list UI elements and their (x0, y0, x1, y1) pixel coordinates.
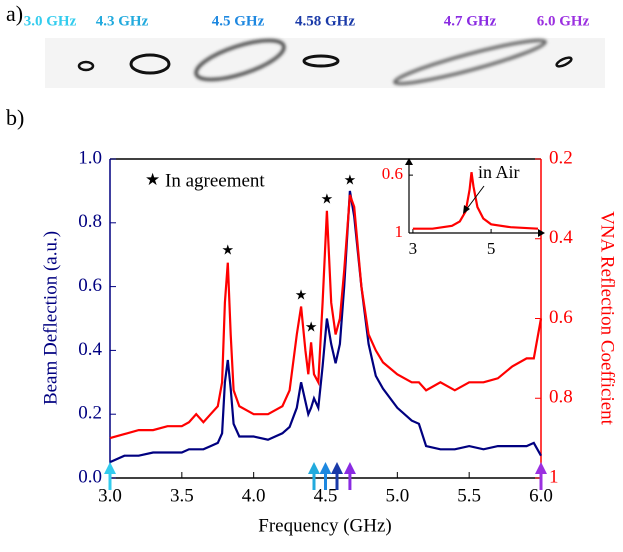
x-tick-label: 4.0 (242, 485, 266, 506)
frequency-label: 4.7 GHz (444, 13, 497, 29)
y2-tick-label: 0.2 (549, 147, 573, 168)
y2-tick-label: 0.8 (549, 387, 573, 408)
x-tick-label: 5.5 (457, 485, 481, 506)
star: ★ (321, 193, 334, 208)
inset-x-tick-label: 3 (409, 239, 418, 258)
x-tick-label: 5.0 (385, 485, 409, 506)
frequency-label: 4.5 GHz (212, 13, 265, 29)
arrow-head (535, 462, 547, 474)
arrow-head (344, 462, 356, 474)
star: ★ (222, 244, 235, 259)
y-tick-label: 0.4 (78, 339, 102, 360)
inset-x-tick-label: 5 (487, 239, 496, 258)
frequency-label: 6.0 GHz (537, 13, 590, 29)
inset-y-tick-label: 1 (395, 222, 404, 241)
y2-tick-label: 0.6 (549, 307, 573, 328)
star: ★ (295, 288, 308, 303)
x-tick-label: 3.5 (170, 485, 194, 506)
frequency-label: 3.0 GHz (24, 13, 77, 29)
image-strip (45, 38, 605, 88)
arrow-head (331, 462, 343, 474)
figure: a) b) Frequency (GHz) Beam Deflection (a… (0, 0, 623, 552)
arrow-head (104, 462, 116, 474)
y-tick-label: 0.0 (78, 466, 102, 487)
frequency-arrow (344, 462, 356, 490)
star: ★ (305, 320, 318, 335)
panel-label: b) (6, 105, 24, 130)
arrow-head (320, 462, 332, 474)
x-axis-label: Frequency (GHz) (258, 515, 391, 536)
star: ★ (344, 174, 357, 189)
y-tick-label: 1.0 (78, 147, 102, 168)
legend-label: In agreement (165, 170, 265, 191)
arrow-head (308, 462, 320, 474)
legend-star: ★ (145, 170, 160, 189)
data-line (110, 195, 541, 438)
frequency-label: 4.58 GHz (295, 13, 355, 29)
y-tick-label: 0.8 (78, 211, 102, 232)
y-tick-label: 0.2 (78, 403, 102, 424)
inset-y-tick-label: 0.6 (382, 164, 403, 183)
inset-annotation: in Air (478, 162, 520, 182)
y2-tick-label: 0.4 (549, 227, 573, 248)
panel-label: a) (6, 1, 23, 26)
y2-axis-label: VNA Reflection Coefficient (597, 211, 618, 426)
y-axis-label: Beam Deflection (a.u.) (40, 231, 61, 405)
y2-tick-label: 1 (549, 466, 559, 487)
frequency-label: 4.3 GHz (96, 13, 149, 29)
y-tick-label: 0.6 (78, 275, 102, 296)
